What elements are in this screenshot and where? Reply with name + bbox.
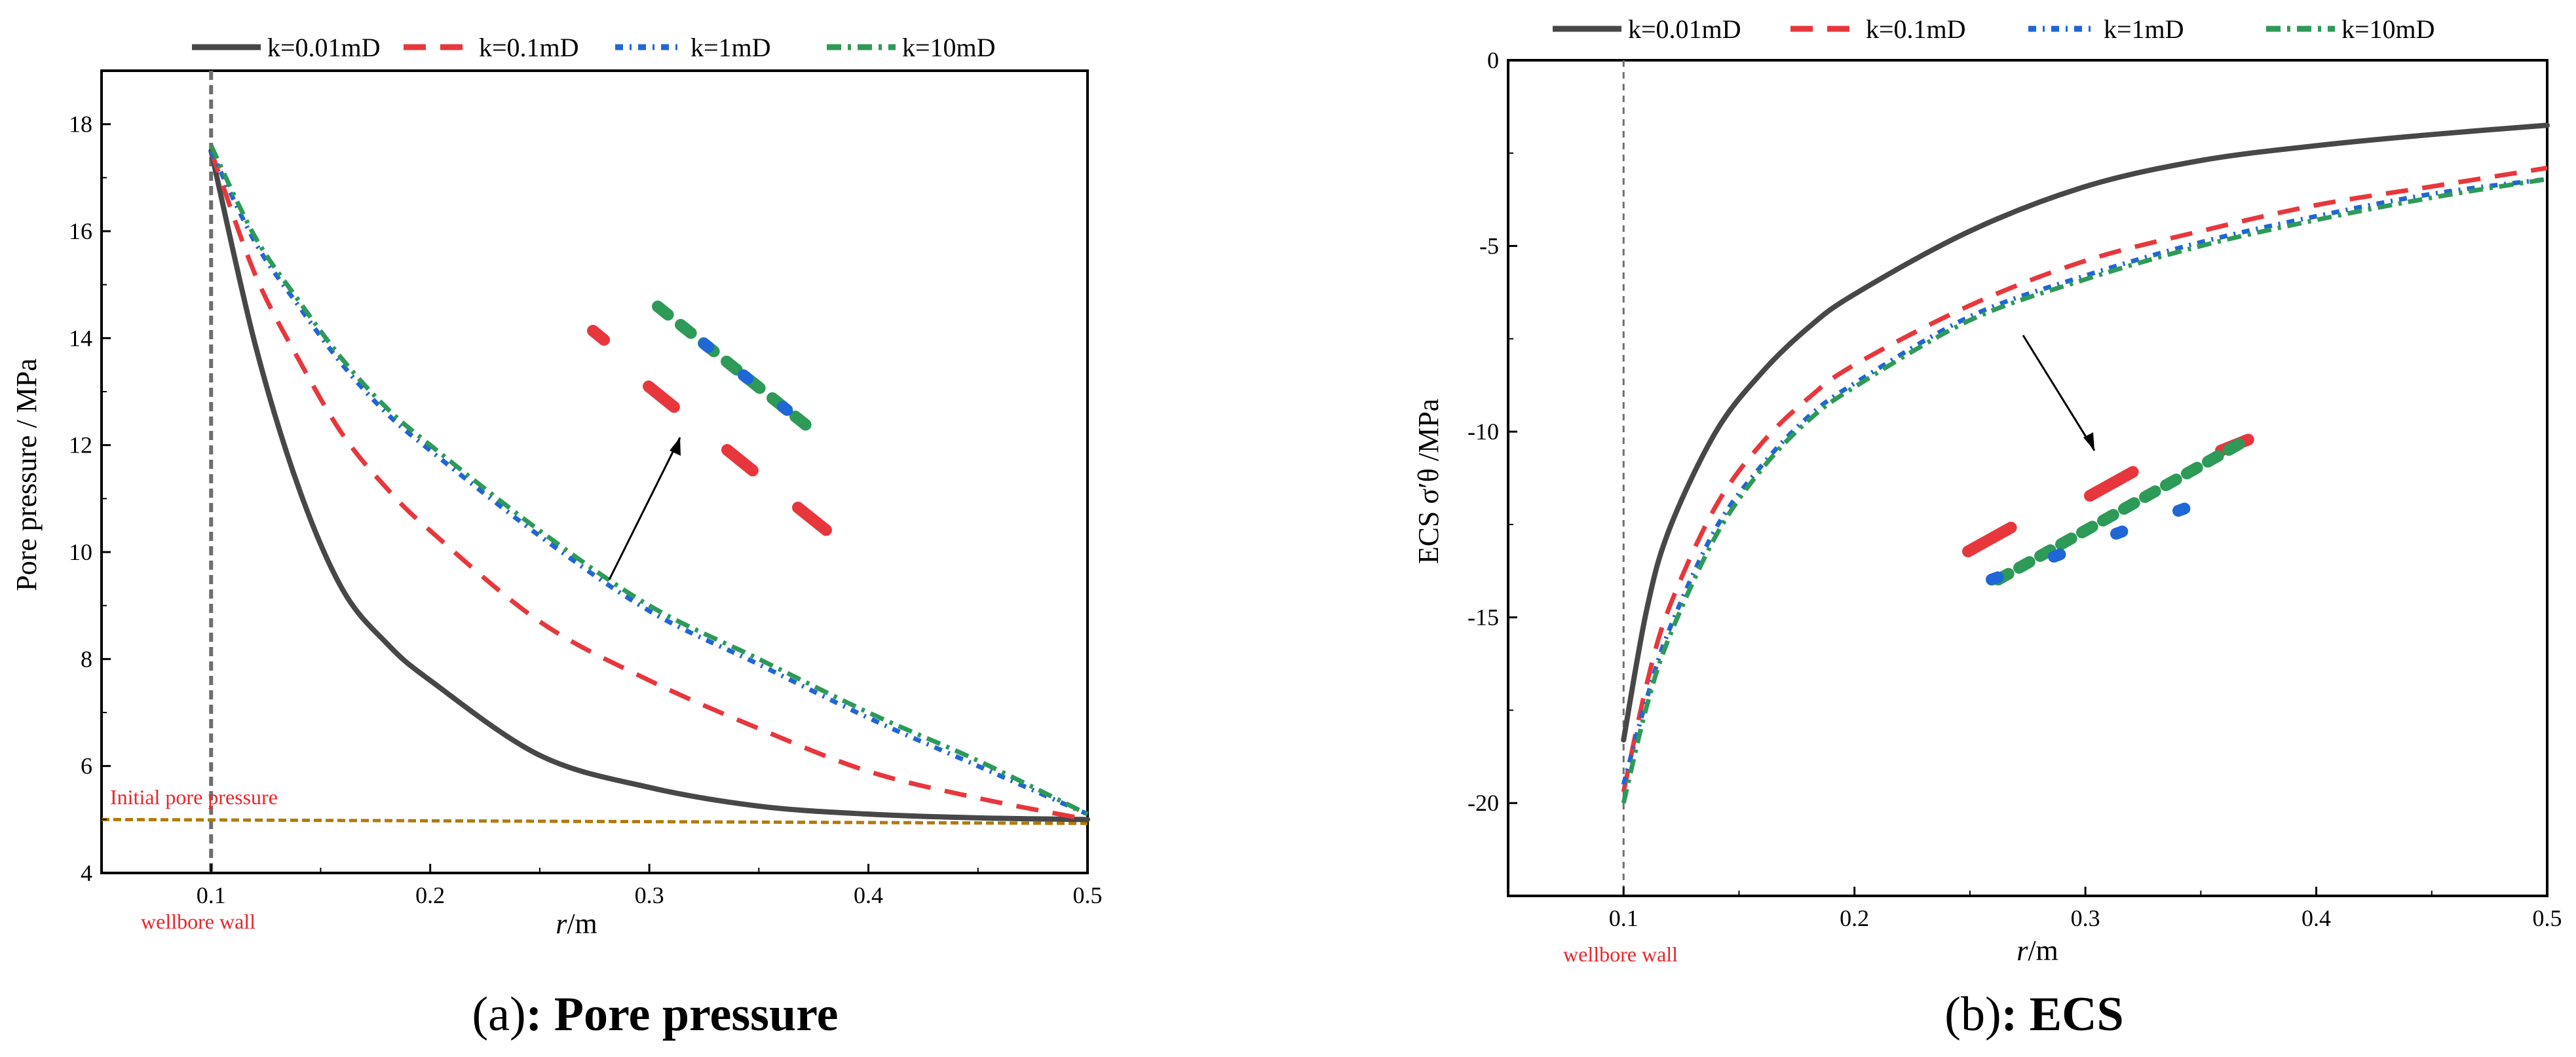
series-line-k=0.1mD [1621,166,2548,792]
inset-dash [721,356,743,376]
x-tick-label: 0.5 [2533,905,2562,931]
legend-label: k=1mD [691,33,771,62]
reference-lines [101,71,1088,873]
inset-dash [792,502,832,536]
inset-dash [2034,544,2056,562]
inset-dash [2202,450,2224,468]
zoom-inset [587,301,832,580]
inset-dash [2055,532,2077,550]
plot-frame [100,69,1089,874]
series-line-k=0.01mD [208,148,1090,823]
y-tick-label: 16 [69,218,92,244]
y-tick-label: 8 [81,646,92,672]
inset-arrowhead [2083,432,2094,451]
inset-arrowhead [670,437,681,456]
y-tick-label: -20 [1468,790,1499,816]
inset-dash [2160,473,2182,491]
series-line-k=0.1mD [208,150,1088,822]
inset-dash [1962,521,2017,557]
y-axis-ticks: 4 6 8 10 12 14 16 18 [69,111,111,886]
wellbore-wall-label: wellbore wall [1563,942,1678,966]
x-tick-label: 0.1 [197,882,226,908]
inset-dash [2097,509,2119,527]
series-line-k=1mD [209,149,1089,817]
plot-frame [1507,59,2548,897]
inset-dash [675,319,697,339]
panel-a-pore-pressure-chart: k=0.01mD k=0.1mD k=1mD k=10mD 0.1 0.2 0.3 0.4 0… [10,33,1103,1041]
inset-dash [2048,548,2066,563]
y-tick-label: 10 [69,539,92,565]
inset-dash [1986,571,2004,585]
inset-dash [738,369,754,384]
y-tick-label: -5 [1479,233,1499,259]
series-line-k=10mD [1621,177,2548,804]
initial-pore-pressure-label: Initial pore pressure [110,785,278,809]
x-axis-title: r/m [556,908,597,940]
x-tick-label: 0.3 [635,882,664,908]
x-tick-label: 0.2 [1840,905,1869,931]
initial-pore-pressure-line [101,817,1088,825]
series-line-k=1mD [1621,177,2548,785]
y-axis-ticks: 0 -5 -10 -15 -20 [1468,47,1517,816]
inset-dash [2076,521,2098,538]
x-tick-label: 0.4 [2301,905,2331,931]
x-tick-label: 0.4 [854,882,883,908]
inset-dash [777,401,793,416]
legend-label: k=0.01mD [267,33,381,62]
y-tick-label: 4 [81,860,92,886]
x-axis-title: r/m [2017,935,2058,967]
wellbore-wall-label: wellbore wall [141,910,256,933]
x-tick-label: 0.2 [415,882,445,908]
legend-label: k=0.01mD [1628,14,1741,44]
series-line-k=0.01mD [1621,122,2550,743]
panel-caption: (b): ECS [1944,988,2123,1041]
y-axis-title: ECS σ′θ /MPa [1412,399,1445,564]
inset-dash [587,325,611,346]
y-tick-label: 18 [69,111,92,138]
x-axis-ticks: 0.1 0.2 0.3 0.4 0.5 [1507,887,2562,931]
x-axis-ticks: 0.1 0.2 0.3 0.4 0.5 [101,864,1103,908]
y-tick-label: 6 [81,753,92,779]
inset-dash [698,338,715,353]
inset-pointer-arrow [608,437,681,580]
legend-label: k=0.1mD [479,33,579,62]
inset-dash [643,380,680,413]
y-tick-label: 12 [69,432,92,458]
inset-dash [2110,525,2129,540]
series-group [1621,122,2550,804]
y-tick-label: -10 [1468,418,1499,445]
legend-label: k=1mD [2104,14,2184,44]
panel-caption: (a): Pore pressure [472,988,839,1041]
inset-dash [2118,497,2140,515]
inset-dash [2181,462,2203,479]
inset-dash [2084,466,2139,502]
zoom-inset [1962,335,2254,585]
x-tick-label: 0.5 [1073,882,1103,908]
y-tick-label: 0 [1487,47,1499,73]
inset-pointer-arrow [2022,335,2096,451]
legend-label: k=10mD [2341,14,2435,44]
inset-dash [2172,502,2191,517]
panel-b-ecs-chart: k=0.01mD k=0.1mD k=1mD k=10mD 0.1 0.2 0.3 0.4 0… [1412,14,2562,1041]
y-tick-label: 14 [69,325,92,351]
inset-dash [2013,556,2036,574]
series-line-k=10mD [209,144,1089,817]
series-group [208,144,1090,823]
inset-dash [789,411,812,431]
legend: k=0.01mD k=0.1mD k=1mD k=10mD [1553,14,2435,44]
y-tick-label: -15 [1468,604,1499,631]
inset-dash [721,444,759,477]
legend-label: k=0.1mD [1866,14,1966,44]
legend: k=0.01mD k=0.1mD k=1mD k=10mD [192,33,996,62]
x-tick-label: 0.3 [2071,905,2100,931]
inset-dash [652,301,674,321]
inset-dash [2139,485,2161,503]
legend-label: k=10mD [902,33,996,62]
inset-dash [2223,438,2245,456]
y-axis-title: Pore pressure / MPa [10,358,43,591]
x-tick-label: 0.1 [1609,905,1638,931]
